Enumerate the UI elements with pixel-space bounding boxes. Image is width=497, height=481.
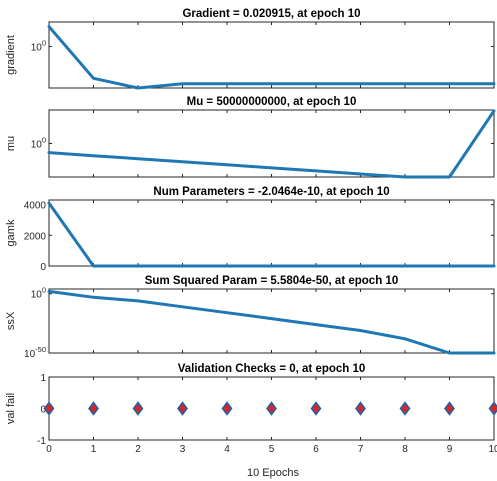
x-tick-label: 7 xyxy=(358,444,364,455)
axes-frame xyxy=(48,199,495,267)
validation-point xyxy=(132,401,144,416)
validation-point xyxy=(310,401,322,416)
validation-point xyxy=(177,401,188,416)
x-tick-label: 1 xyxy=(91,444,97,455)
panel-title: Num Parameters = -2.0464e-10, at epoch 1… xyxy=(153,186,389,198)
panel-val-fail: Validation Checks = 0, at epoch 10 val fa… xyxy=(5,363,497,455)
series-line-gradient xyxy=(47,25,496,90)
validation-point xyxy=(88,401,99,416)
panel-title: Validation Checks = 0, at epoch 10 xyxy=(178,363,366,375)
validation-point xyxy=(488,401,497,416)
x-axis-label: 10 Epochs xyxy=(247,467,299,479)
y-tick-label: 0 xyxy=(40,405,46,416)
panel-title: Sum Squared Param = 5.5804e-50, at epoch… xyxy=(145,275,398,287)
panel-gamk: Num Parameters = -2.0464e-10, at epoch 1… xyxy=(5,186,496,273)
x-tick-label: 5 xyxy=(269,444,275,455)
y-tick-label: 100 xyxy=(31,286,46,301)
series-line-mu xyxy=(47,109,496,179)
validation-point xyxy=(266,401,277,416)
panel-title: Gradient = 0.020915, at epoch 10 xyxy=(182,8,360,20)
y-tick-label: 4000 xyxy=(24,201,47,212)
y-axis-label: gradient xyxy=(5,35,17,75)
validation-point xyxy=(43,401,55,416)
panel-ssx: Sum Squared Param = 5.5804e-50, at epoch… xyxy=(5,275,496,360)
series-line-gamk xyxy=(47,201,496,268)
panel-title: Mu = 50000000000, at epoch 10 xyxy=(187,96,357,108)
panel-gradient: Gradient = 0.020915, at epoch 10 gradient… xyxy=(5,8,496,90)
y-tick-label: 2000 xyxy=(24,231,47,242)
y-axis-label: val fail xyxy=(5,393,17,424)
y-tick-label: -1 xyxy=(37,436,46,447)
x-tick-label: 8 xyxy=(402,444,408,455)
x-tick-label: 6 xyxy=(313,444,319,455)
x-tick-label: 9 xyxy=(447,444,453,455)
y-axis-label: ssX xyxy=(5,311,17,330)
y-tick-label: 10-50 xyxy=(24,345,46,360)
y-tick-label: 100 xyxy=(31,38,46,53)
panel-mu: Mu = 50000000000, at epoch 10 mu 100 xyxy=(5,96,496,179)
axes-frame xyxy=(48,21,495,89)
y-axis-label: gamk xyxy=(5,219,17,246)
x-tick-label: 4 xyxy=(224,444,230,455)
series-line-ssx xyxy=(47,289,496,355)
y-tick-label: 1 xyxy=(40,373,46,384)
validation-point xyxy=(444,401,455,416)
validation-point xyxy=(399,401,411,416)
y-axis-label: mu xyxy=(5,136,17,151)
validation-point xyxy=(355,401,366,416)
x-tick-label: 3 xyxy=(180,444,186,455)
y-tick-label: 0 xyxy=(40,262,46,273)
x-tick-label: 2 xyxy=(135,444,141,455)
y-tick-label: 100 xyxy=(31,136,46,151)
x-tick-label: 0 xyxy=(46,444,52,455)
x-tick-label: 10 xyxy=(488,444,497,455)
validation-point xyxy=(221,401,233,416)
